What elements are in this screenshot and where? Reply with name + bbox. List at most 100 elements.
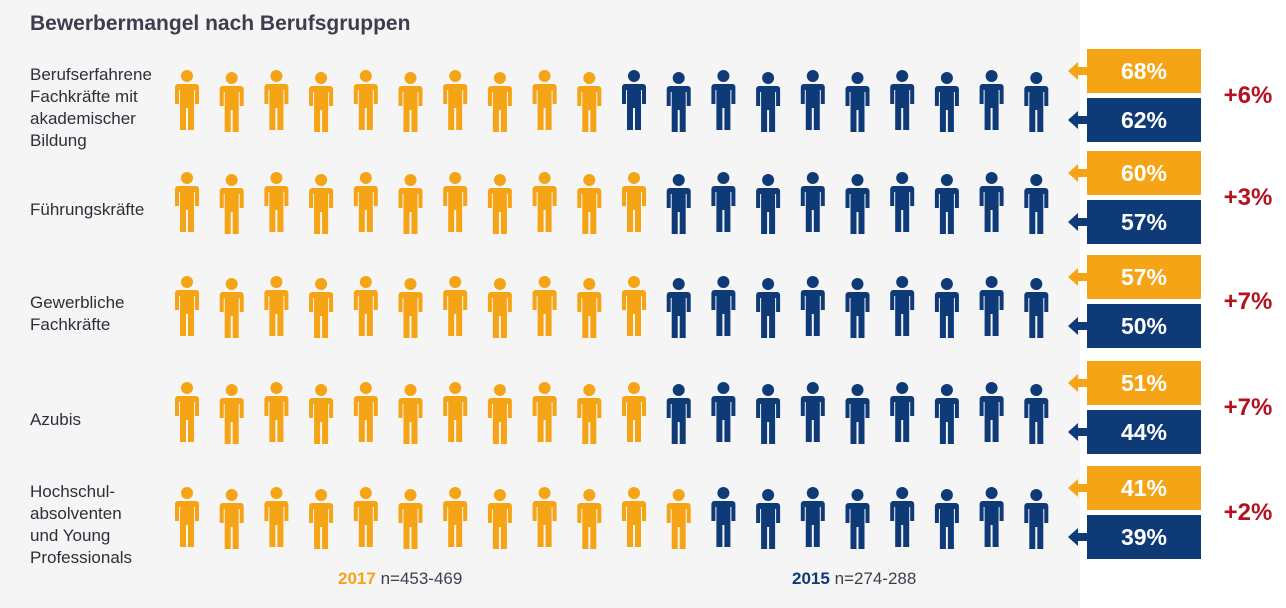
delta-label-1: +6% xyxy=(1223,82,1273,109)
arrow-left-icon xyxy=(1068,317,1078,335)
arrow-stem-2017 xyxy=(1077,379,1087,387)
person-icon-r1-12 xyxy=(666,72,691,132)
person-icon-r4-20 xyxy=(1024,384,1049,444)
row-label-line: Bildung xyxy=(30,131,87,150)
row-label-2: Führungskräfte xyxy=(30,164,180,256)
person-icon-r2-15 xyxy=(800,172,825,232)
legend-2015-year: 2015 xyxy=(792,569,830,588)
row-label-line: Hochschul- xyxy=(30,482,116,501)
person-icon-r1-2 xyxy=(219,72,244,132)
person-icon-r4-12 xyxy=(666,384,691,444)
arrow-left-icon xyxy=(1068,62,1078,80)
legend-2015-n: n=274-288 xyxy=(834,569,917,588)
badge-2015-3: 50% xyxy=(1087,304,1201,348)
person-icon-r3-4 xyxy=(309,278,334,338)
person-icon-r5-16 xyxy=(845,489,870,549)
row-label-text: Berufserfahrene Fachkräfte mit akademische… xyxy=(30,64,152,152)
row-label-3: Gewerbliche Fachkräfte xyxy=(30,268,180,360)
person-icon-r3-13 xyxy=(711,276,736,336)
person-icon-r2-18 xyxy=(934,174,959,234)
person-icon-r5-14 xyxy=(756,489,781,549)
person-icon-r5-4 xyxy=(309,489,334,549)
person-icon-r5-11 xyxy=(622,487,646,547)
row-label-line: Führungskräfte xyxy=(30,200,145,219)
delta-label-3: +7% xyxy=(1223,288,1273,315)
row-label-text: Gewerbliche Fachkräfte xyxy=(30,292,125,336)
person-icon-r2-6 xyxy=(398,174,423,234)
person-icon-r4-17 xyxy=(890,382,915,442)
person-icon-r4-2 xyxy=(219,384,244,444)
person-icon-r3-6 xyxy=(398,278,423,338)
person-icon-r2-11 xyxy=(622,172,646,232)
person-icon-r2-17 xyxy=(890,172,915,232)
row-label-text: Führungskräfte xyxy=(30,199,144,221)
person-icon-r1-3 xyxy=(264,70,289,130)
person-icon-r4-6 xyxy=(398,384,423,444)
person-icon-r1-20 xyxy=(1024,72,1049,132)
person-icon-r3-10 xyxy=(577,278,602,338)
person-icon-r4-18 xyxy=(934,384,959,444)
person-icon-r5-17 xyxy=(890,487,915,547)
person-icon-r2-8 xyxy=(487,174,512,234)
person-icon-r2-14 xyxy=(756,174,781,234)
person-icon-r4-16 xyxy=(845,384,870,444)
person-icon-r5-2 xyxy=(219,489,244,549)
arrow-stem-2017 xyxy=(1077,484,1087,492)
row-label-line: Azubis xyxy=(30,410,82,429)
person-icon-r2-5 xyxy=(353,172,378,232)
person-icon-r2-20 xyxy=(1024,174,1049,234)
arrow-left-icon xyxy=(1068,164,1078,182)
person-icon-r5-20 xyxy=(1024,489,1049,549)
person-icon-r4-13 xyxy=(711,382,736,442)
person-icon-r2-16 xyxy=(845,174,870,234)
person-icon-r2-2 xyxy=(219,174,244,234)
person-icon-r3-7 xyxy=(443,276,468,336)
arrow-stem-2017 xyxy=(1077,273,1087,281)
arrow-left-icon xyxy=(1068,479,1078,497)
row-label-line: Professionals xyxy=(30,548,133,567)
person-icon-r1-8 xyxy=(487,72,512,132)
arrow-stem-2015 xyxy=(1077,428,1087,436)
person-icon-r3-18 xyxy=(934,278,959,338)
row-label-4: Azubis xyxy=(30,374,180,466)
chart-panel: Bewerbermangel nach Berufsgruppen Berufs… xyxy=(30,12,1049,589)
person-icon-r4-14 xyxy=(756,384,781,444)
legend-2017-n: n=453-469 xyxy=(380,569,463,588)
person-icon-r3-14 xyxy=(756,278,781,338)
person-icon-r3-9 xyxy=(532,276,557,336)
person-icon-r1-5 xyxy=(353,70,378,130)
arrow-left-icon xyxy=(1068,374,1078,392)
row-label-line: Berufserfahrene xyxy=(30,65,152,84)
row-label-line: absolventen xyxy=(30,504,122,523)
person-icon-r1-10 xyxy=(577,72,602,132)
arrow-left-icon xyxy=(1068,528,1078,546)
row-label-line: Gewerbliche xyxy=(30,293,125,312)
badge-2017-3: 57% xyxy=(1087,255,1201,299)
person-icon-r1-7 xyxy=(443,70,468,130)
person-icon-r3-12 xyxy=(666,278,691,338)
person-icon-r1-16 xyxy=(845,72,870,132)
person-icon-r5-6 xyxy=(398,489,423,549)
person-icon-r3-11 xyxy=(622,276,646,336)
arrow-stem-2017 xyxy=(1077,169,1087,177)
person-icon-r4-15 xyxy=(800,382,825,442)
person-icon-r3-17 xyxy=(890,276,915,336)
person-icon-r5-15 xyxy=(800,487,825,547)
badge-2015-5: 39% xyxy=(1087,515,1201,559)
person-icon-r2-4 xyxy=(309,174,334,234)
legend-2015: 2015 n=274-288 xyxy=(792,569,916,589)
person-icon-r1-18 xyxy=(934,72,959,132)
person-icon-r2-1 xyxy=(175,172,199,232)
person-icon-r1-19 xyxy=(979,70,1004,130)
person-icon-r5-10 xyxy=(577,489,602,549)
arrow-left-icon xyxy=(1068,423,1078,441)
legend-2017-year: 2017 xyxy=(338,569,376,588)
person-icon-r5-1 xyxy=(175,487,199,547)
person-icon-r1-9 xyxy=(532,70,557,130)
arrow-left-icon xyxy=(1068,268,1078,286)
person-icon-r5-12 xyxy=(666,489,691,549)
person-icon-r3-16 xyxy=(845,278,870,338)
delta-label-5: +2% xyxy=(1223,499,1273,526)
person-icon-r4-7 xyxy=(443,382,468,442)
person-icon-r4-19 xyxy=(979,382,1004,442)
